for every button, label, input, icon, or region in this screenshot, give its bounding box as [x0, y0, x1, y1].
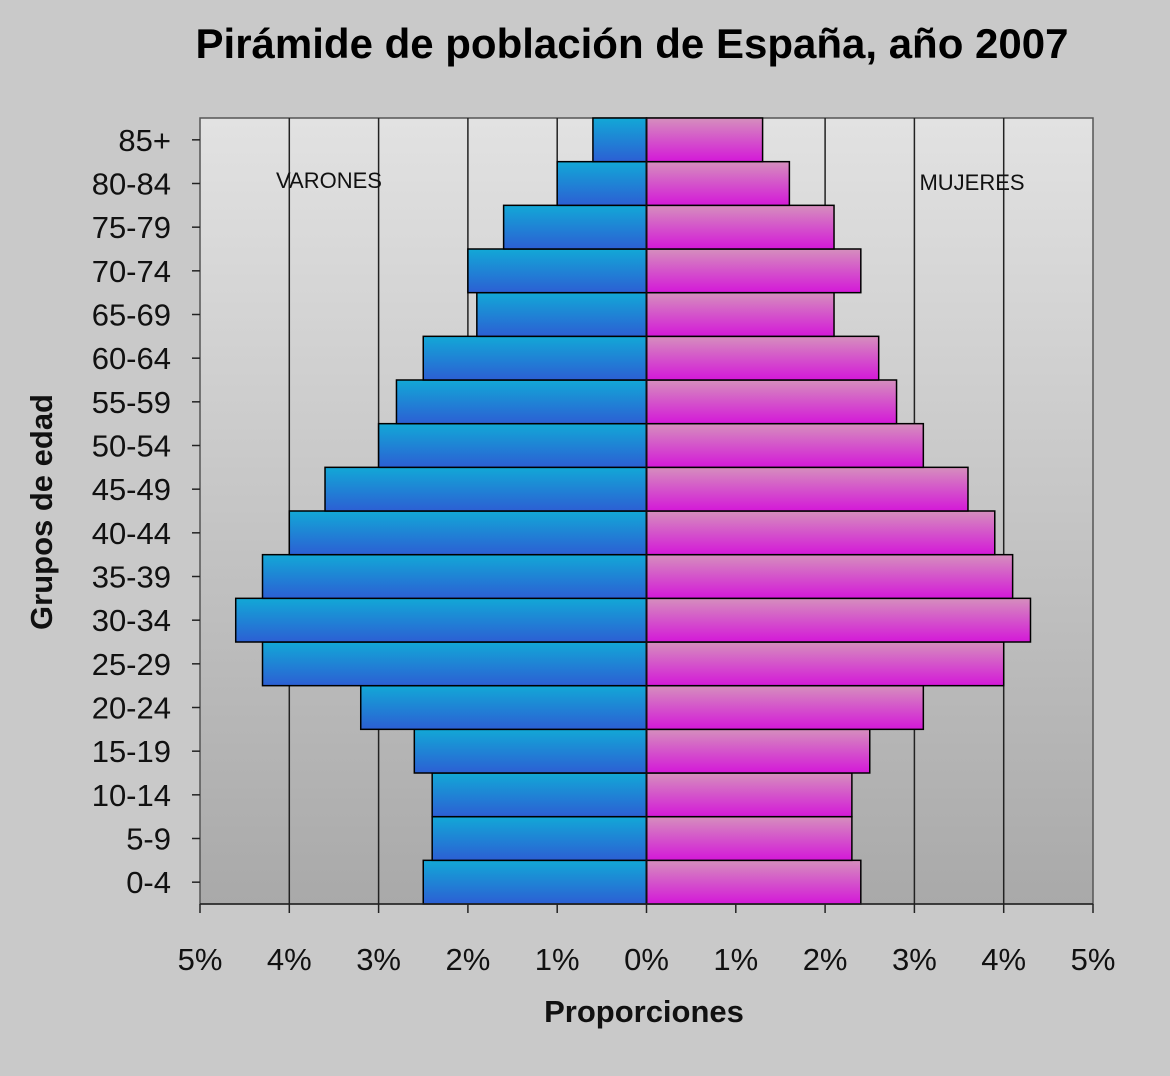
- bar-female-45-49: [645, 466, 969, 512]
- y-tick-label: 15-19: [92, 734, 171, 769]
- y-tick-label: 5-9: [126, 822, 171, 857]
- bar-female-55-59: [645, 379, 898, 425]
- bar-female-30-34: [645, 597, 1032, 643]
- bar-male-0-4: [422, 859, 648, 905]
- bar-male-60-64: [422, 335, 648, 381]
- bars: [234, 117, 1032, 905]
- bar-female-80-84: [645, 160, 791, 207]
- bar-female-50-54: [645, 422, 925, 469]
- bar-male-15-19: [413, 728, 648, 774]
- bar-male-20-24: [359, 684, 648, 731]
- y-tick-label: 25-29: [92, 647, 171, 682]
- legend-label-mujeres: MUJERES: [919, 170, 1024, 195]
- x-tick-label: 2%: [803, 942, 848, 977]
- bar-male-50-54: [377, 422, 648, 469]
- bar-male-40-44: [288, 510, 648, 556]
- bar-male-55-59: [395, 379, 648, 425]
- axes: 5% 4% 3% 2% 1% 0% 1% 2% 3% 4% 5% 0-4 5-9 10-14 15-19 20…: [92, 123, 1116, 977]
- bar-female-35-39: [645, 553, 1014, 600]
- legend-label-varones: VARONES: [276, 168, 382, 193]
- y-tick-label: 70-74: [92, 254, 171, 289]
- y-tick-label: 60-64: [92, 341, 171, 376]
- y-tick-label: 75-79: [92, 210, 171, 245]
- bar-female-20-24: [645, 684, 925, 731]
- bar-female-65-69: [645, 291, 835, 338]
- bar-female-5-9: [645, 815, 853, 862]
- bar-male-80-84: [556, 160, 648, 207]
- bar-male-30-34: [234, 597, 648, 643]
- x-tick-label: 2%: [445, 942, 490, 977]
- x-tick-label: 3%: [356, 942, 401, 977]
- bar-male-35-39: [261, 553, 648, 600]
- chart-title: Pirámide de población de España, año 200…: [196, 20, 1069, 67]
- x-tick-label: 4%: [981, 942, 1026, 977]
- y-tick-label: 10-14: [92, 778, 171, 813]
- x-tick-label: 1%: [713, 942, 758, 977]
- bar-female-15-19: [645, 728, 871, 774]
- bar-female-70-74: [645, 248, 862, 294]
- bar-male-65-69: [476, 291, 648, 338]
- y-tick-label: 65-69: [92, 298, 171, 333]
- bar-female-60-64: [645, 335, 880, 381]
- bar-female-40-44: [645, 510, 996, 556]
- bar-male-25-29: [261, 641, 648, 687]
- x-tick-label: 5%: [1071, 942, 1116, 977]
- bar-female-25-29: [645, 641, 1005, 687]
- y-tick-label: 0-4: [126, 865, 171, 900]
- y-tick-label: 20-24: [92, 691, 171, 726]
- bar-male-5-9: [431, 815, 648, 862]
- bar-male-70-74: [467, 248, 648, 294]
- x-tick-label: 5%: [178, 942, 223, 977]
- bar-male-10-14: [431, 772, 648, 818]
- bar-female-85+: [645, 117, 764, 163]
- y-tick-label: 55-59: [92, 385, 171, 420]
- y-tick-label: 45-49: [92, 472, 171, 507]
- x-tick-label: 3%: [892, 942, 937, 977]
- y-tick-label: 35-39: [92, 560, 171, 595]
- y-axis-label: Grupos de edad: [24, 394, 59, 630]
- x-tick-label: 1%: [535, 942, 580, 977]
- y-tick-label: 50-54: [92, 429, 171, 464]
- x-tick-label: 4%: [267, 942, 312, 977]
- bar-male-85+: [592, 117, 648, 163]
- y-tick-label: 40-44: [92, 516, 171, 551]
- x-axis-label: Proporciones: [544, 994, 744, 1029]
- bar-female-75-79: [645, 204, 835, 250]
- x-tick-label: 0%: [624, 942, 669, 977]
- bar-female-10-14: [645, 772, 853, 818]
- bar-male-75-79: [502, 204, 648, 250]
- bar-female-0-4: [645, 859, 862, 905]
- y-tick-label: 30-34: [92, 603, 171, 638]
- y-tick-label: 80-84: [92, 167, 171, 202]
- bar-male-45-49: [324, 466, 648, 512]
- y-tick-label: 85+: [118, 123, 171, 158]
